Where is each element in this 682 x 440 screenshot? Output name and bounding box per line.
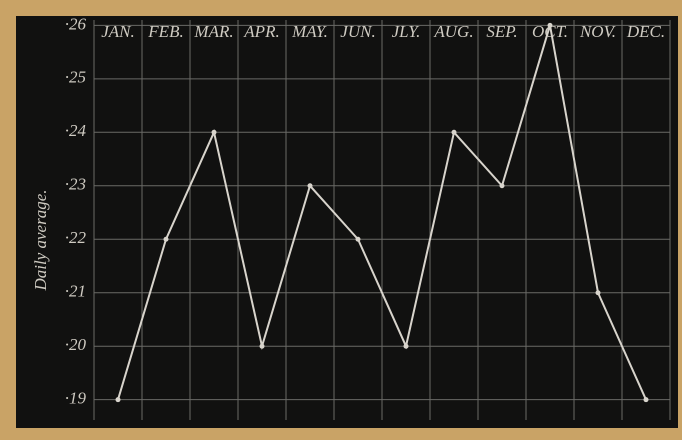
y-tick-label: ·23 [65,175,86,194]
y-tick-label: ·25 [65,68,86,87]
point [307,183,313,189]
y-tick-label: ·26 [65,14,87,33]
x-tick-label: SEP. [486,22,517,41]
point [211,129,217,135]
point [547,22,553,28]
plot-background [16,16,678,428]
line [117,25,647,401]
point [115,397,121,403]
y-tick-label: ·19 [65,389,87,408]
x-tick-label: JUN. [340,22,375,41]
y-tick-label: ·22 [65,228,87,247]
point [499,183,505,189]
x-tick-label: OCT. [532,22,568,41]
x-tick-label: FEB. [147,22,183,41]
point [451,129,457,135]
y-tick-label: ·24 [65,121,87,140]
x-tick-label: MAY. [291,22,328,41]
x-tick-label: NOV. [579,22,617,41]
x-tick-label: AUG. [433,22,473,41]
point [355,236,361,242]
point [163,236,169,242]
x-tick-label: JLY. [392,22,421,41]
y-tick-label: ·20 [65,335,87,354]
x-tick-label: MAR. [193,22,233,41]
point [403,343,409,349]
point [259,343,265,349]
y-axis-label: Daily average. [31,189,50,291]
y-tick-label: ·21 [65,282,86,301]
point [595,290,601,296]
x-tick-label: APR. [243,22,279,41]
x-tick-label: JAN. [101,22,135,41]
x-tick-label: DEC. [626,22,665,41]
point [643,397,649,403]
